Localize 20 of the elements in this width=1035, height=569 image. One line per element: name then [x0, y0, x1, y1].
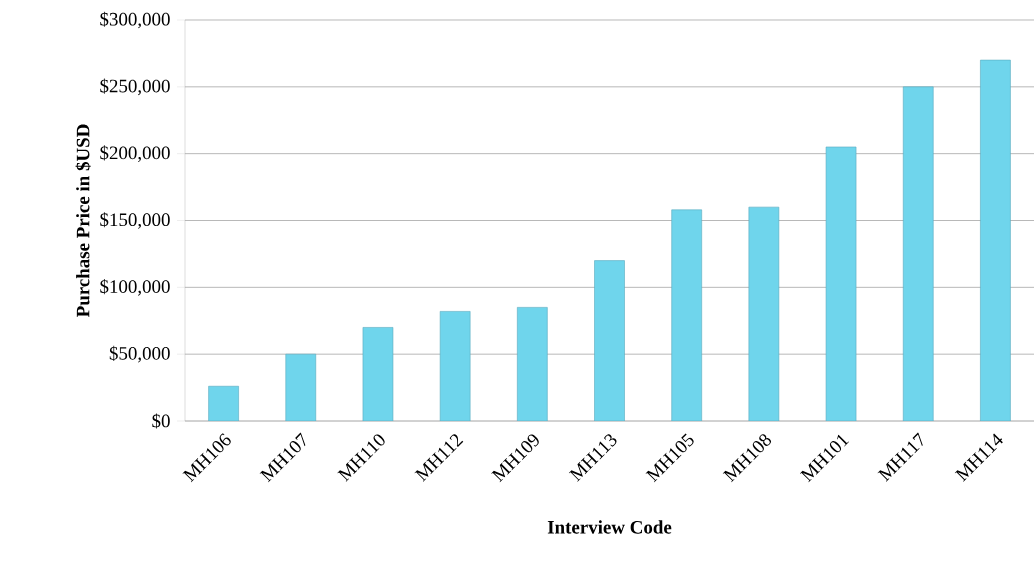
bar	[439, 311, 471, 421]
y-tick-label: $150,000	[100, 212, 170, 229]
bar	[594, 260, 625, 421]
bar	[362, 327, 394, 421]
bar	[902, 86, 934, 421]
bar	[825, 146, 857, 421]
y-tick-label: $0	[152, 413, 170, 429]
bar	[517, 307, 548, 421]
bar	[980, 59, 1011, 421]
y-tick-label: $100,000	[100, 279, 170, 296]
y-axis-title: Purchase Price in $USD	[75, 124, 91, 317]
bar	[208, 385, 239, 421]
bar	[671, 209, 702, 421]
y-tick-label: $300,000	[100, 11, 170, 29]
y-tick-label: $200,000	[100, 145, 170, 162]
bar	[748, 206, 780, 421]
y-tick-label: $250,000	[100, 78, 170, 96]
y-tick-label: $50,000	[109, 345, 170, 363]
bar	[285, 353, 317, 421]
x-axis-title: Interview Code	[547, 520, 672, 534]
